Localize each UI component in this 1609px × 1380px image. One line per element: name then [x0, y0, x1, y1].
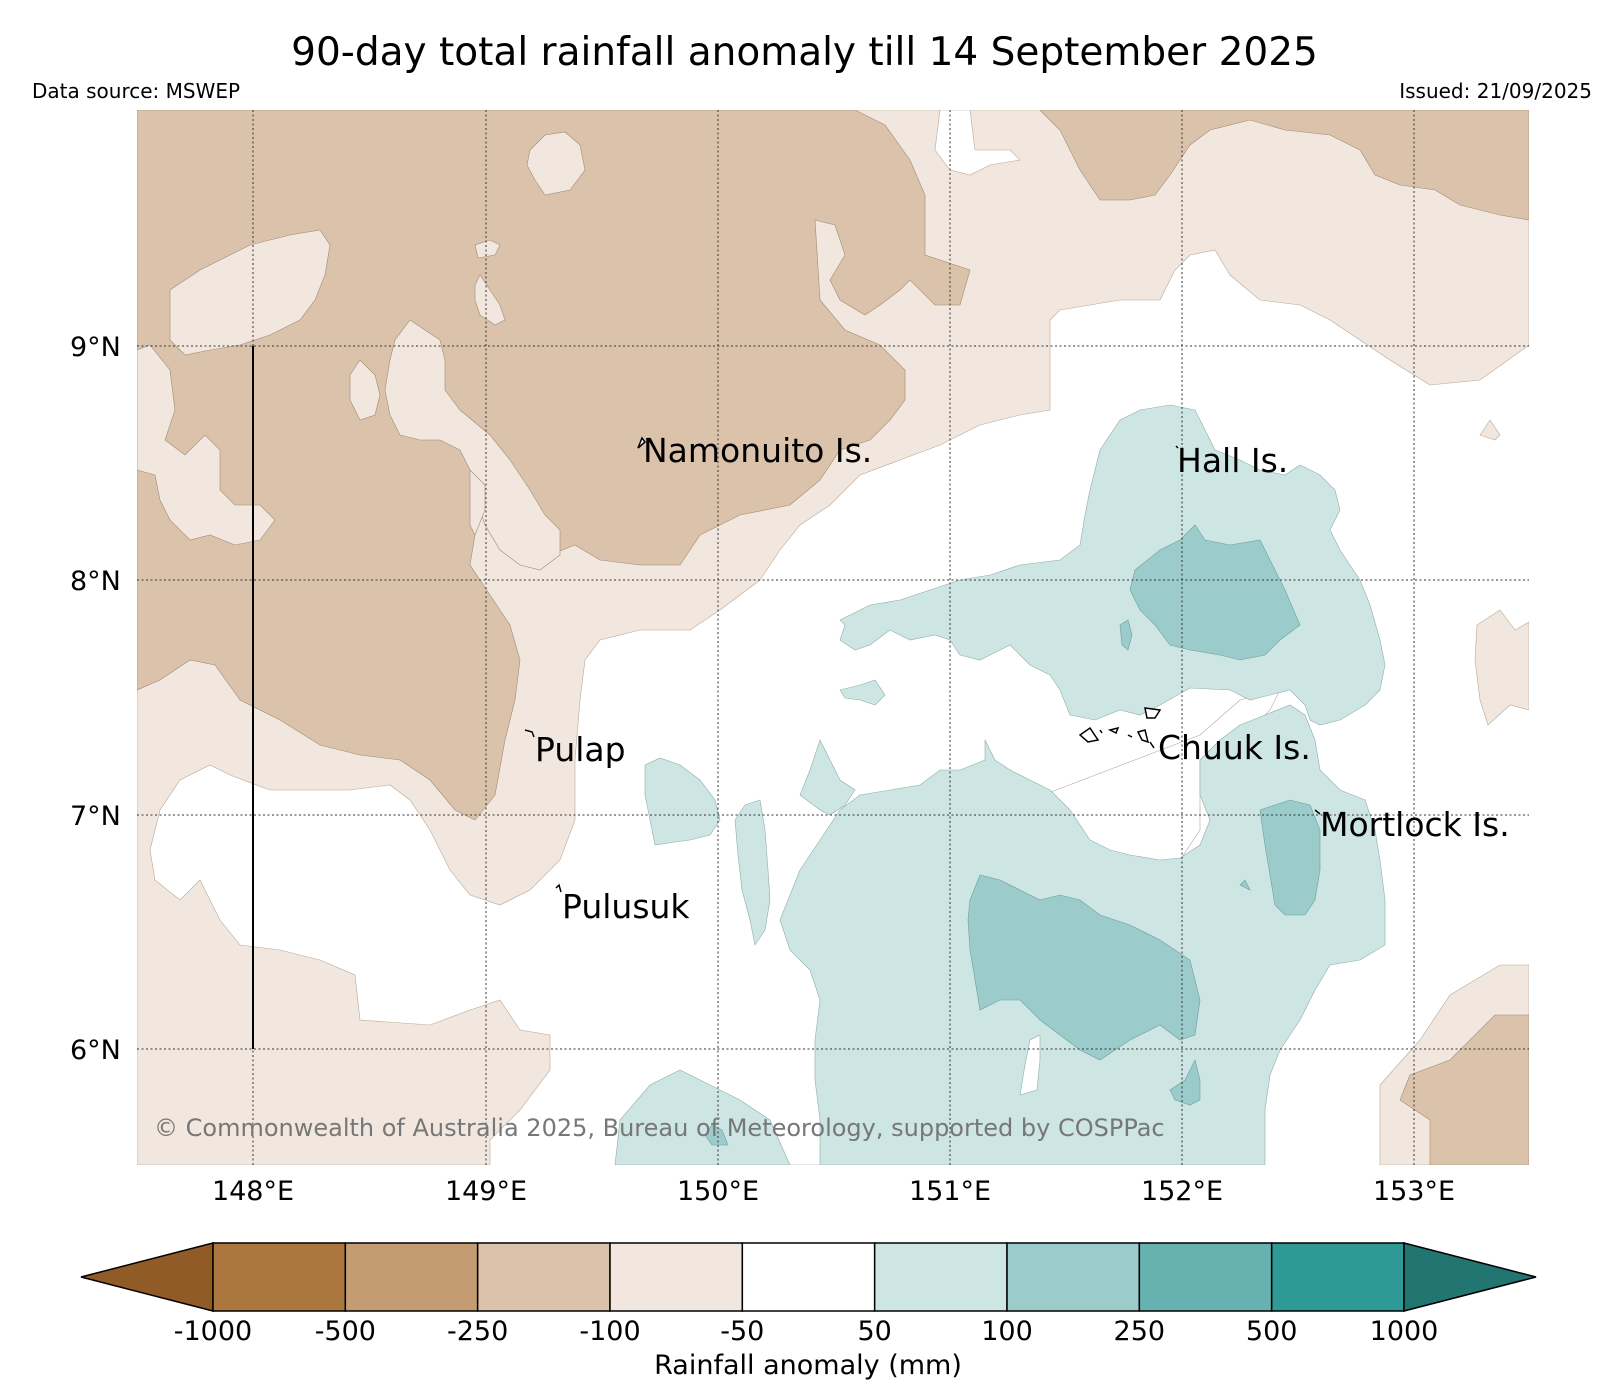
- wet-blob-small-1: [799, 739, 856, 816]
- neutral-hole-south: [1019, 1034, 1041, 1096]
- colorbar-bin: [344, 1242, 479, 1312]
- wet-strong-small-4: [704, 1124, 729, 1146]
- dry-light-hole-8: [469, 469, 486, 536]
- lat-label-8n: 8°N: [70, 566, 121, 597]
- lat-label-6n: 6°N: [70, 1035, 121, 1066]
- issued-date: Issued: 21/09/2025: [1399, 79, 1592, 103]
- mortlock-outline: [1314, 809, 1321, 815]
- dry-light-hole-4: [349, 359, 381, 421]
- wet-blob-left: [644, 757, 721, 846]
- colorbar-bin: [873, 1242, 1008, 1312]
- lat-label-9n: 9°N: [70, 332, 121, 363]
- colorbar-bin: [1138, 1242, 1273, 1312]
- pulusuk-outline: [555, 883, 562, 893]
- chuuk-outline-4: [1136, 729, 1150, 744]
- label-namonuito: Namonuito Is.: [643, 431, 872, 470]
- colorbar-tick-label: -50: [720, 1316, 764, 1347]
- colorbar-tick-label: 50: [857, 1316, 891, 1347]
- wet-strong-small-3: [1239, 879, 1251, 891]
- colorbar-bin: [1006, 1242, 1141, 1312]
- dry-light-hole-1: [169, 229, 331, 356]
- colorbar-bin: [476, 1242, 611, 1312]
- lon-label-150e: 150°E: [677, 1176, 759, 1207]
- colorbar-bin: [609, 1242, 744, 1312]
- colorbar: [80, 1242, 1537, 1312]
- lon-label-152e: 152°E: [1141, 1176, 1223, 1207]
- lon-label-149e: 149°E: [445, 1176, 527, 1207]
- colorbar-tick-label: 500: [1246, 1316, 1298, 1347]
- colorbar-bin: [1270, 1242, 1405, 1312]
- dry-northeast-block: [1039, 110, 1529, 221]
- dry-northwest-block: [137, 110, 971, 821]
- lat-label-7n: 7°N: [70, 801, 121, 832]
- chuuk-outline-6: [1149, 741, 1155, 749]
- colorbar-tick-label: -100: [579, 1316, 640, 1347]
- anomaly-neutral-holes: [934, 110, 1281, 871]
- lon-label-153e: 153°E: [1373, 1176, 1455, 1207]
- pulap-outline: [524, 729, 535, 738]
- dry-light-east-patch: [1474, 609, 1529, 726]
- wet-strong-mortlock: [1259, 799, 1321, 916]
- chuuk-outline-2: [1078, 726, 1100, 743]
- label-mortlock: Mortlock Is.: [1320, 805, 1510, 844]
- chart-title: 90-day total rainfall anomaly till 14 Se…: [291, 30, 1318, 75]
- colorbar-bin: [741, 1242, 876, 1312]
- wet-strong-hall: [1129, 524, 1301, 661]
- wet-blob-left-strip: [734, 799, 771, 946]
- chuuk-outline-3: [1107, 726, 1120, 735]
- label-pulap: Pulap: [535, 730, 626, 769]
- wet-strong-small-2: [1119, 619, 1133, 651]
- dry-southeast-corner: [1399, 1014, 1529, 1165]
- island-outlines: [524, 436, 1321, 893]
- chuuk-outline-5: [1099, 729, 1103, 734]
- colorbar-bin: [212, 1242, 347, 1312]
- longitude-labels: 148°E 149°E 150°E 151°E 152°E 153°E: [212, 1176, 1455, 1207]
- label-pulusuk: Pulusuk: [562, 887, 690, 926]
- wet-strong-south: [967, 874, 1201, 1061]
- colorbar-ticks: -1000 -500 -250 -100 -50 50 100 250 500 1000: [174, 1316, 1439, 1347]
- map-field: © Commonwealth of Australia 2025, Bureau…: [137, 110, 1529, 1165]
- chuuk-outline-1: [1144, 707, 1162, 719]
- colorbar-tick-label: 250: [1114, 1316, 1166, 1347]
- colorbar-extend-low: [80, 1242, 214, 1312]
- wet-strong-small-1: [1169, 1059, 1201, 1106]
- anomaly-neutral-holes-wet: [1019, 1034, 1041, 1096]
- colorbar-tick-label: 100: [981, 1316, 1033, 1347]
- colorbar-tick-label: -250: [447, 1316, 508, 1347]
- colorbar-tick-label: 1000: [1370, 1316, 1439, 1347]
- latitude-labels: 9°N 8°N 7°N 6°N: [70, 332, 121, 1066]
- island-labels: Namonuito Is. Hall Is. Pulap Chuuk Is. M…: [535, 431, 1510, 926]
- dry-light-hole-7: [526, 131, 586, 196]
- wet-blob-small-2: [839, 679, 886, 706]
- anomaly-minus250: [137, 110, 1529, 1165]
- neutral-hole-north: [934, 110, 1021, 176]
- dry-light-hole-2: [137, 344, 276, 546]
- anomaly-plus100: [704, 524, 1321, 1146]
- copyright-notice: © Commonwealth of Australia 2025, Bureau…: [154, 1114, 1165, 1142]
- colorbar-title: Rainfall anomaly (mm): [654, 1350, 962, 1380]
- lon-label-151e: 151°E: [909, 1176, 991, 1207]
- colorbar-tick-label: -1000: [174, 1316, 252, 1347]
- dry-light-hole-3: [384, 319, 561, 571]
- data-source: Data source: MSWEP: [32, 79, 241, 103]
- dry-light-east-sliver: [1479, 419, 1501, 441]
- namonuito-outline: [637, 436, 647, 449]
- label-hall: Hall Is.: [1177, 441, 1288, 480]
- chuuk-outline-7: [1127, 734, 1133, 738]
- dry-light-hole-5: [474, 274, 506, 326]
- colorbar-tick-label: -500: [315, 1316, 376, 1347]
- dry-light-hole-6: [474, 239, 501, 259]
- hall-outline: [1175, 445, 1179, 449]
- label-chuuk: Chuuk Is.: [1158, 728, 1311, 767]
- colorbar-extend-high: [1403, 1242, 1537, 1312]
- lon-label-148e: 148°E: [212, 1176, 294, 1207]
- anomaly-minus100-holes: [137, 131, 586, 571]
